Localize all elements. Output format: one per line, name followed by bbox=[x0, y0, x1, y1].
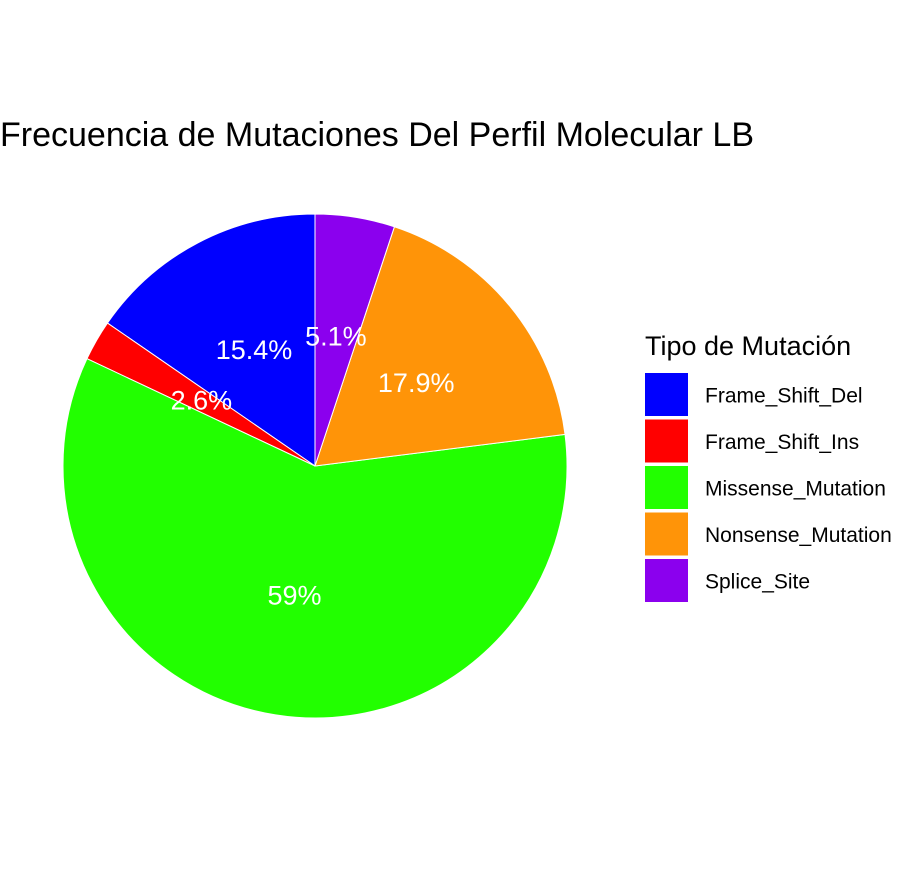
slice-label-nonsense-mutation: 17.9% bbox=[378, 368, 455, 398]
slice-label-frame-shift-ins: 2.6% bbox=[171, 386, 233, 416]
legend-label-frame-shift-del: Frame_Shift_Del bbox=[705, 385, 863, 408]
legend-label-frame-shift-ins: Frame_Shift_Ins bbox=[705, 431, 859, 454]
legend-swatch-nonsense-mutation bbox=[645, 512, 688, 556]
legend-swatch-frame-shift-del bbox=[645, 373, 688, 416]
slice-label-frame-shift-del: 15.4% bbox=[216, 335, 293, 365]
pie-slices bbox=[62, 213, 568, 719]
slice-label-missense-mutation: 59% bbox=[267, 580, 321, 610]
legend-label-nonsense-mutation: Nonsense_Mutation bbox=[705, 524, 892, 547]
legend-swatch-frame-shift-ins bbox=[645, 419, 688, 463]
pie-slice-frame-shift-del bbox=[106, 213, 316, 467]
chart-title: Frecuencia de Mutaciones Del Perfil Mole… bbox=[0, 116, 754, 154]
pie-slice-splice-site bbox=[314, 213, 396, 467]
legend-title: Tipo de Mutación bbox=[645, 331, 851, 361]
legend-label-splice-site: Splice_Site bbox=[705, 571, 810, 594]
pie-slice-nonsense-mutation bbox=[314, 226, 566, 467]
legend-swatch-missense-mutation bbox=[645, 466, 688, 509]
slice-label-splice-site: 5.1% bbox=[305, 322, 367, 352]
legend-label-missense-mutation: Missense_Mutation bbox=[705, 478, 886, 501]
legend-swatch-splice-site bbox=[645, 559, 688, 602]
pie-slice-labels: 15.4% 2.6% 59% 17.9% 5.1% bbox=[171, 322, 455, 611]
pie-slice-missense-mutation bbox=[62, 358, 568, 719]
legend: Tipo de Mutación Frame_Shift_Del Frame_Sh… bbox=[645, 331, 892, 602]
